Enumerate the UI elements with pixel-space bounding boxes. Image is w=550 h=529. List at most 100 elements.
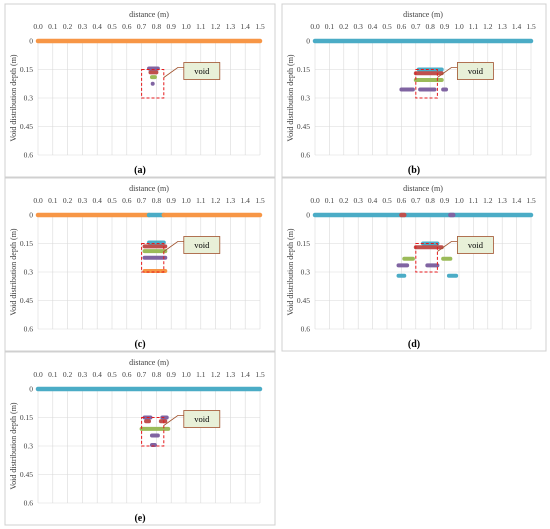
void-callout-line <box>437 241 458 252</box>
void-callout-label: void <box>194 240 210 250</box>
x-tick-label: 0.1 <box>48 22 58 31</box>
y-tick-label: 0.6 <box>301 325 311 334</box>
void-callout-box <box>183 236 221 254</box>
x-tick-label: 0.8 <box>426 196 436 205</box>
y-tick-label: 0.45 <box>20 470 33 479</box>
x-tick-label: 1.1 <box>196 196 206 205</box>
y-tick-label: 0.3 <box>301 268 311 277</box>
x-tick-label: 1.0 <box>454 196 464 205</box>
y-tick-label: 0.6 <box>24 151 34 160</box>
x-tick-label: 1.5 <box>526 22 536 31</box>
x-tick-label: 0.7 <box>137 370 147 379</box>
x-tick-label: 1.3 <box>498 196 508 205</box>
x-tick-label: 0.4 <box>93 22 103 31</box>
void-callout-label: void <box>194 414 210 424</box>
y-tick-label: 0.45 <box>20 296 33 305</box>
y-tick-label: 0 <box>29 37 33 46</box>
x-tick-label: 1.1 <box>196 370 206 379</box>
x-tick-label: 0.7 <box>137 22 147 31</box>
void-box <box>141 69 165 99</box>
y-tick-label: 0.15 <box>20 65 33 74</box>
x-tick-label: 0.8 <box>152 370 162 379</box>
y-tick-label: 0.15 <box>297 239 310 248</box>
y-tick-label: 0 <box>306 37 310 46</box>
x-tick-label: 1.2 <box>211 196 221 205</box>
x-tick-label: 0.3 <box>354 196 364 205</box>
chart-panel: distance (m) 0.0 0.1 0.2 0.3 0.4 0.5 0.6 0.7 0.8 0… <box>281 177 547 352</box>
chart-panel: distance (m) 0.0 0.1 0.2 0.3 0.4 0.5 0.6 0.7 0.8 0… <box>4 3 276 178</box>
void-callout-label: void <box>194 66 210 76</box>
x-tick-label: 1.2 <box>211 370 221 379</box>
y-tick-label: 0 <box>29 211 33 220</box>
x-axis-title: distance (m) <box>403 184 443 193</box>
x-tick-label: 1.3 <box>226 22 236 31</box>
void-callout-box <box>456 236 494 254</box>
x-tick-label: 0.6 <box>122 22 132 31</box>
panel-caption: (b) <box>408 165 420 176</box>
void-callout-label: void <box>468 66 484 76</box>
x-tick-label: 0.1 <box>325 196 335 205</box>
y-tick-label: 0.3 <box>24 94 34 103</box>
x-tick-label: 1.5 <box>255 22 265 31</box>
x-tick-label: 0.2 <box>63 22 73 31</box>
y-tick-label: 0.6 <box>301 151 311 160</box>
x-tick-label: 0.5 <box>107 22 117 31</box>
panel-border <box>4 177 276 352</box>
x-tick-label: 1.0 <box>181 370 191 379</box>
void-box <box>415 243 438 273</box>
x-axis-title: distance (m) <box>129 358 169 367</box>
x-tick-label: 1.1 <box>469 22 479 31</box>
x-tick-label: 0.0 <box>33 22 43 31</box>
x-tick-label: 0.4 <box>93 370 103 379</box>
y-tick-label: 0.3 <box>24 442 34 451</box>
y-tick-label: 0.15 <box>297 65 310 74</box>
x-tick-label: 0.6 <box>397 22 407 31</box>
x-tick-label: 0.7 <box>137 196 147 205</box>
x-tick-label: 1.5 <box>526 196 536 205</box>
x-tick-label: 0.0 <box>310 22 320 31</box>
panel-border <box>4 3 276 178</box>
chart-panel: distance (m) 0.0 0.1 0.2 0.3 0.4 0.5 0.6 0.7 0.8 0… <box>4 177 276 352</box>
y-axis-title: Void distribution depth (m) <box>286 54 295 142</box>
chart-panel: distance (m) 0.0 0.1 0.2 0.3 0.4 0.5 0.6 0.7 0.8 0… <box>4 351 276 526</box>
x-tick-label: 0.4 <box>368 196 378 205</box>
x-axis-title: distance (m) <box>129 10 169 19</box>
x-tick-label: 0.8 <box>152 22 162 31</box>
x-tick-label: 0.5 <box>107 370 117 379</box>
x-tick-label: 1.4 <box>241 370 251 379</box>
y-tick-label: 0.6 <box>24 325 34 334</box>
x-tick-label: 1.4 <box>241 196 251 205</box>
x-tick-label: 0.6 <box>122 196 132 205</box>
x-tick-label: 0.9 <box>440 22 450 31</box>
x-tick-label: 0.1 <box>48 196 58 205</box>
x-tick-label: 0.2 <box>63 196 73 205</box>
y-axis-title: Void distribution depth (m) <box>286 228 295 316</box>
y-tick-label: 0.3 <box>24 268 34 277</box>
void-box <box>415 69 438 99</box>
x-tick-label: 0.6 <box>122 370 132 379</box>
x-tick-label: 1.3 <box>226 196 236 205</box>
void-callout-box <box>456 62 494 80</box>
void-callout-line <box>437 67 458 78</box>
void-callout-line <box>163 241 184 252</box>
y-tick-label: 0.45 <box>297 122 310 131</box>
x-tick-label: 0.7 <box>411 196 421 205</box>
x-tick-label: 1.1 <box>196 22 206 31</box>
y-tick-label: 0.15 <box>20 413 33 422</box>
void-callout-line <box>163 67 184 78</box>
x-tick-label: 0.0 <box>33 196 43 205</box>
chart-panel: distance (m) 0.0 0.1 0.2 0.3 0.4 0.5 0.6 0.7 0.8 0… <box>281 3 547 178</box>
x-tick-label: 0.2 <box>339 196 349 205</box>
x-tick-label: 0.2 <box>63 370 73 379</box>
x-tick-label: 1.0 <box>454 22 464 31</box>
x-tick-label: 0.0 <box>33 370 43 379</box>
y-tick-label: 0.45 <box>20 122 33 131</box>
x-tick-label: 0.3 <box>78 22 88 31</box>
x-tick-label: 0.1 <box>48 370 58 379</box>
x-tick-label: 0.4 <box>368 22 378 31</box>
x-tick-label: 1.4 <box>512 22 522 31</box>
y-tick-label: 0 <box>306 211 310 220</box>
x-tick-label: 0.3 <box>78 196 88 205</box>
y-axis-title: Void distribution depth (m) <box>9 228 18 316</box>
panel-caption: (d) <box>408 339 420 350</box>
